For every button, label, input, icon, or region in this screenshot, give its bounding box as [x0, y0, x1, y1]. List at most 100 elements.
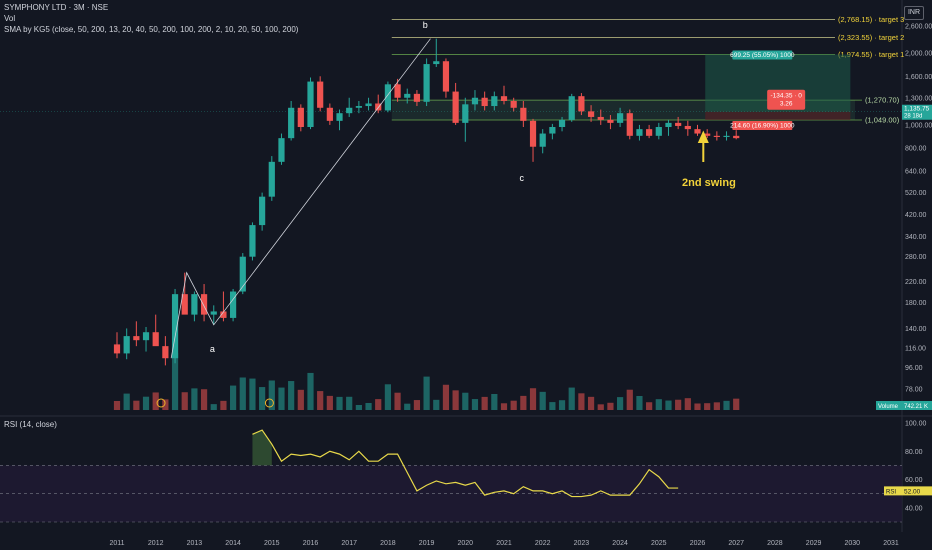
candle-body[interactable]	[200, 294, 208, 315]
candle-body[interactable]	[259, 196, 266, 226]
target-level-label: (2,323.55) · target 2	[838, 33, 904, 42]
rsi-tag	[884, 486, 902, 496]
candle-body[interactable]	[684, 125, 691, 130]
candle-body[interactable]	[365, 103, 372, 107]
candle-body[interactable]	[142, 332, 150, 341]
candle-body[interactable]	[249, 225, 256, 257]
price-axis-tick-label: 78.00	[905, 387, 923, 394]
volume-bar	[365, 403, 372, 410]
candle-body[interactable]	[704, 133, 711, 136]
volume-bar	[684, 398, 691, 410]
candle-body[interactable]	[317, 81, 324, 108]
candle-body[interactable]	[123, 336, 130, 354]
candle-body[interactable]	[171, 294, 179, 359]
candle-body[interactable]	[394, 84, 401, 98]
dividend-icon[interactable]	[264, 398, 274, 408]
volume-bar	[568, 387, 575, 410]
candle-body[interactable]	[723, 135, 730, 137]
volume-bar	[113, 401, 121, 410]
time-axis-tick-label: 2012	[148, 540, 164, 547]
candle-body[interactable]	[346, 107, 353, 114]
candle-body[interactable]	[413, 93, 421, 102]
candle-body[interactable]	[587, 111, 595, 117]
swing-trendline[interactable]	[170, 38, 431, 359]
price-axis-tick-label: 1,600.00	[905, 74, 932, 81]
candle-body[interactable]	[568, 96, 575, 120]
candle-body[interactable]	[326, 107, 333, 121]
candle-body[interactable]	[375, 103, 382, 111]
candle-body[interactable]	[278, 138, 285, 162]
candle-body[interactable]	[239, 256, 246, 292]
candle-body[interactable]	[210, 311, 217, 315]
time-axis-tick-label: 2024	[612, 540, 628, 547]
candle-body[interactable]	[655, 127, 662, 136]
candle-body[interactable]	[433, 61, 440, 65]
candle-body[interactable]	[558, 119, 566, 128]
candle-body[interactable]	[191, 294, 198, 315]
candle-body[interactable]	[152, 332, 159, 347]
candle-body[interactable]	[442, 61, 450, 92]
wave-label-a: a	[210, 344, 215, 354]
currency-button[interactable]: INR	[904, 6, 924, 20]
candle-body[interactable]	[713, 135, 720, 137]
candle-body[interactable]	[181, 294, 188, 315]
dividend-icon[interactable]	[156, 398, 166, 408]
candle-body[interactable]	[355, 106, 362, 108]
candle-body[interactable]	[162, 346, 169, 359]
volume-bar	[733, 398, 740, 410]
candle-body[interactable]	[578, 96, 585, 112]
candle-body[interactable]	[636, 129, 643, 136]
candle-body[interactable]	[423, 64, 430, 102]
candle-body[interactable]	[733, 135, 740, 139]
candle-body[interactable]	[307, 81, 314, 128]
volume-bar	[587, 396, 595, 410]
symbol-title[interactable]: SYMPHONY LTD · 3M · NSE	[4, 3, 109, 12]
candle-body[interactable]	[549, 127, 556, 134]
candle-body[interactable]	[288, 107, 295, 139]
volume-indicator-label[interactable]: Vol	[4, 14, 16, 23]
volume-bar	[249, 378, 256, 410]
volume-bar	[675, 399, 682, 410]
price-axis-tick-label: 2,600.00	[905, 24, 932, 31]
candle-body[interactable]	[617, 113, 624, 123]
candle-body[interactable]	[133, 336, 140, 341]
candle-body[interactable]	[268, 161, 275, 197]
candle-body[interactable]	[626, 113, 633, 136]
position-loss-zone[interactable]	[705, 111, 851, 120]
volume-bar	[384, 384, 391, 410]
candle-body[interactable]	[384, 84, 391, 111]
volume-bar	[578, 393, 585, 410]
price-axis-tick-label: 116.00	[905, 345, 926, 352]
candle-body[interactable]	[230, 291, 237, 318]
candle-body[interactable]	[694, 129, 701, 134]
candle-body[interactable]	[597, 116, 604, 120]
sma-indicator-label[interactable]: SMA by KG5 (close, 50, 200, 13, 20, 40, …	[4, 25, 299, 34]
candle-body[interactable]	[539, 133, 546, 147]
candle-body[interactable]	[471, 97, 479, 105]
candle-body[interactable]	[675, 122, 682, 126]
rsi-axis-tick-label: 40.00	[905, 505, 923, 512]
rsi-line[interactable]	[252, 429, 679, 498]
candle-body[interactable]	[336, 113, 343, 121]
candle-body[interactable]	[665, 122, 672, 128]
target-level-label: (2,768.15) · target 3	[838, 15, 904, 24]
candle-body[interactable]	[481, 97, 488, 107]
candle-body[interactable]	[646, 129, 653, 136]
price-axis-tick-label: 420.00	[905, 212, 927, 219]
candle-body[interactable]	[529, 120, 537, 147]
candle-body[interactable]	[500, 96, 508, 101]
candle-body[interactable]	[462, 104, 469, 123]
time-axis-tick-label: 2020	[458, 540, 474, 547]
candle-body[interactable]	[452, 91, 459, 123]
candle-body[interactable]	[113, 344, 121, 354]
candle-body[interactable]	[491, 96, 498, 107]
candle-body[interactable]	[607, 119, 614, 123]
candle-body[interactable]	[404, 93, 411, 98]
candle-body[interactable]	[510, 100, 517, 108]
time-axis-tick-label: 2013	[187, 540, 203, 547]
candle-body[interactable]	[220, 311, 227, 318]
volume-bar	[288, 381, 295, 410]
candle-body[interactable]	[297, 107, 304, 128]
candle-body[interactable]	[520, 107, 527, 121]
volume-bar	[307, 372, 314, 410]
